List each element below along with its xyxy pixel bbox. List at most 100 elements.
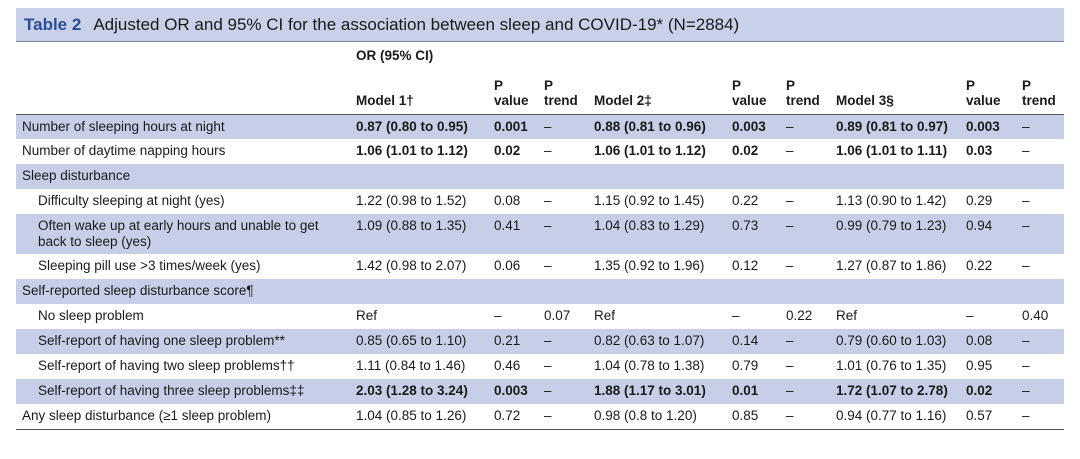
table-cell: – — [1022, 258, 1030, 273]
table-cell: 0.02 — [494, 143, 521, 158]
column-header: Model 3§ — [836, 92, 894, 108]
table-cell: 1.09 (0.88 to 1.35) — [356, 218, 467, 233]
table-cell: 0.85 — [732, 408, 759, 423]
table-cell: 0.001 — [494, 118, 528, 134]
table-cell: 0.06 — [494, 258, 521, 273]
table-cell: 0.02 — [966, 383, 993, 398]
title-bar: Table 2 Adjusted OR and 95% CI for the as… — [16, 8, 1064, 42]
column-header-cell: P trend — [780, 68, 830, 115]
table-cell: 0.89 (0.81 to 0.97) — [836, 118, 948, 134]
table-cell: 0.79 — [732, 358, 759, 373]
table-row: Self-report of having one sleep problem*… — [16, 329, 1065, 354]
column-header-cell: P trend — [538, 68, 588, 115]
table-cell: 0.21 — [494, 333, 521, 348]
table-cell: 0.003 — [494, 383, 528, 398]
table-cell: 0.22 — [786, 308, 813, 323]
table-cell: – — [1022, 358, 1030, 373]
table-cell: 1.04 (0.85 to 1.26) — [356, 408, 467, 423]
column-header-cell: Model 2‡ — [588, 68, 726, 115]
column-header: P value — [966, 77, 1001, 108]
table-cell: – — [786, 408, 794, 423]
table-row: Self-reported sleep disturbance score¶ — [16, 279, 1065, 304]
table-cell: 0.98 (0.8 to 1.20) — [594, 408, 697, 423]
table-cell: – — [1022, 333, 1030, 348]
table-cell: – — [786, 193, 794, 208]
table-cell: – — [544, 358, 552, 373]
table-cell: 1.15 (0.92 to 1.45) — [594, 193, 705, 208]
table-cell: – — [544, 333, 552, 348]
table-cell: 1.04 (0.83 to 1.29) — [594, 218, 705, 233]
table-row: Number of sleeping hours at night 0.87 (0… — [16, 114, 1065, 139]
row-label: Sleep disturbance — [22, 168, 131, 183]
column-header: P trend — [786, 77, 820, 108]
table-cell: 1.72 (1.07 to 2.78) — [836, 383, 948, 398]
column-header-cell: Model 1† — [350, 68, 488, 115]
table-cell: 0.46 — [494, 358, 521, 373]
table-cell: 0.12 — [732, 258, 759, 273]
table-cell: – — [786, 258, 794, 273]
table-cell: 0.02 — [732, 143, 759, 158]
table-row: Number of daytime napping hours 1.06 (1.0… — [16, 139, 1064, 164]
table-cell: – — [544, 258, 552, 273]
table-cell: – — [544, 143, 552, 158]
table-cell: 0.29 — [966, 193, 993, 208]
table-cell: – — [786, 218, 794, 233]
table-row: Any sleep disturbance (≥1 sleep problem)… — [16, 404, 1065, 429]
column-header: P trend — [1022, 77, 1056, 108]
table-row: No sleep problem Ref – 0.07 Ref – 0.22 Ref – 0.40 — [16, 304, 1064, 329]
column-header: Model 2‡ — [594, 92, 652, 108]
table-cell: 1.06 (1.01 to 1.12) — [594, 143, 706, 158]
table-cell: 1.88 (1.17 to 3.01) — [594, 383, 706, 398]
table-cell: 0.003 — [966, 118, 1000, 134]
table-cell: – — [1022, 118, 1030, 134]
table-cell: – — [786, 143, 794, 158]
table-cell: 0.88 (0.81 to 0.96) — [594, 118, 706, 134]
table-cell: 0.73 — [732, 218, 759, 233]
column-header-cell: P value — [726, 68, 780, 115]
table-cell: 0.40 — [1022, 308, 1049, 323]
table-cell: 0.82 (0.63 to 1.07) — [594, 333, 705, 348]
table-cell: – — [544, 383, 552, 398]
row-label: Sleeping pill use >3 times/week (yes) — [38, 258, 261, 273]
table-cell: 1.06 (1.01 to 1.11) — [836, 143, 948, 158]
table-cell: – — [544, 408, 552, 423]
table-cell: – — [1022, 408, 1030, 423]
table-cell: 0.57 — [966, 408, 993, 423]
row-label: Difficulty sleeping at night (yes) — [38, 193, 225, 208]
table-cell: 0.79 (0.60 to 1.03) — [836, 333, 947, 348]
row-label: Self-report of having two sleep problems… — [38, 358, 295, 373]
table-cell: – — [732, 308, 740, 323]
table-cell: 0.01 — [732, 383, 759, 398]
table-row: Difficulty sleeping at night (yes) 1.22 (… — [16, 189, 1064, 214]
table-cell: – — [1022, 218, 1030, 233]
table-cell: 0.07 — [544, 308, 571, 323]
table-cell: Ref — [836, 308, 858, 323]
table-cell: 0.94 — [966, 218, 993, 233]
table-head: OR (95% CI) Model 1† P value P trend Model … — [16, 42, 1065, 115]
table-cell: 0.22 — [966, 258, 993, 273]
table-cell: 1.11 (0.84 to 1.46) — [356, 358, 466, 373]
table-cell: Ref — [594, 308, 616, 323]
table-row: Self-report of having three sleep proble… — [16, 379, 1065, 404]
table-cell: – — [544, 193, 552, 208]
table-cell: 1.42 (0.98 to 2.07) — [356, 258, 467, 273]
row-label: No sleep problem — [38, 308, 144, 323]
table-cell: 0.94 (0.77 to 1.16) — [836, 408, 947, 423]
table-cell: 1.06 (1.01 to 1.12) — [356, 143, 468, 158]
table-cell: – — [786, 118, 794, 134]
table-title: Adjusted OR and 95% CI for the associati… — [93, 15, 740, 34]
row-label: Number of sleeping hours at night — [22, 118, 225, 134]
row-label: Self-report of having three sleep proble… — [38, 383, 305, 398]
column-header-cell: P trend — [1016, 68, 1065, 115]
column-header-cell: P value — [960, 68, 1016, 115]
table-row: Sleep disturbance — [16, 164, 1065, 189]
table-cell: 0.99 (0.79 to 1.23) — [836, 218, 947, 233]
row-label: Any sleep disturbance (≥1 sleep problem) — [22, 408, 272, 423]
column-header-cell: P value — [488, 68, 538, 115]
table-cell: – — [544, 218, 552, 233]
table-cell: 0.95 — [966, 358, 993, 373]
column-header-cell: Model 3§ — [830, 68, 960, 115]
table-cell: 0.85 (0.65 to 1.10) — [356, 333, 467, 348]
table-cell: 0.41 — [494, 218, 521, 233]
